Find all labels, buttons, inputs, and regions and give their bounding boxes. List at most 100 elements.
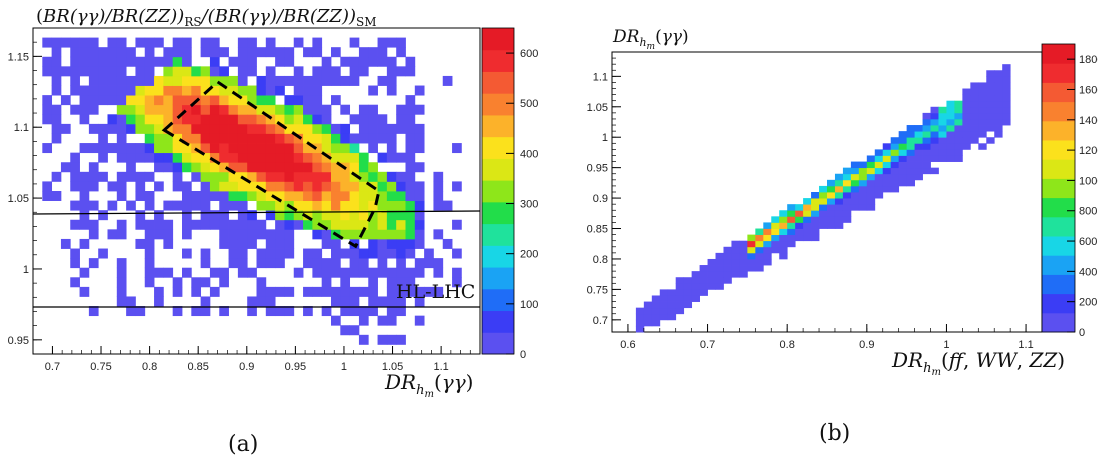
heatmap-cell bbox=[237, 85, 248, 96]
heatmap-cell bbox=[405, 56, 416, 67]
heatmap-cell bbox=[107, 229, 118, 240]
heatmap-cell bbox=[219, 191, 229, 201]
heatmap-cell bbox=[994, 82, 1003, 89]
heatmap-cell bbox=[922, 118, 931, 126]
heatmap-cell bbox=[172, 104, 183, 115]
heatmap-cell bbox=[144, 75, 155, 86]
heatmap-cell bbox=[182, 75, 192, 86]
heatmap-cell bbox=[247, 219, 257, 230]
heatmap-cell bbox=[154, 104, 164, 115]
heatmap-cell bbox=[779, 216, 788, 223]
heatmap-cell bbox=[200, 306, 211, 317]
heatmap-cell bbox=[723, 246, 732, 254]
heatmap-cell bbox=[946, 112, 955, 120]
heatmap-cell bbox=[42, 191, 53, 201]
heatmap-cell bbox=[358, 104, 369, 115]
heatmap-cell bbox=[284, 152, 295, 163]
heatmap-cell bbox=[237, 219, 248, 230]
heatmap-cell bbox=[293, 37, 304, 48]
heatmap-cell bbox=[163, 66, 174, 77]
heatmap-cell bbox=[659, 301, 669, 309]
heatmap-cell bbox=[368, 267, 378, 278]
colorbar-tick-label: 0 bbox=[520, 349, 526, 361]
y-tick-label: 0.8 bbox=[593, 254, 608, 266]
heatmap-cell bbox=[51, 85, 62, 96]
heatmap-cell bbox=[293, 162, 304, 173]
heatmap-cell bbox=[88, 171, 99, 182]
colorbar-tick-label: 800 bbox=[1079, 206, 1097, 218]
colorbar-frame bbox=[1041, 43, 1076, 333]
heatmap-cell bbox=[842, 198, 852, 205]
heatmap-cell bbox=[321, 238, 332, 249]
heatmap-cell bbox=[144, 267, 155, 278]
heatmap-cell bbox=[79, 191, 90, 201]
heatmap-cell bbox=[256, 171, 267, 182]
heatmap-cell bbox=[707, 265, 716, 272]
heatmap-cell bbox=[321, 306, 332, 317]
heatmap-cell bbox=[368, 114, 378, 125]
x-tick-label: 1 bbox=[341, 361, 347, 373]
colorbar-swatch bbox=[1042, 140, 1075, 160]
heatmap-cell bbox=[803, 228, 812, 236]
heatmap-cell bbox=[116, 56, 127, 67]
heatmap-cell bbox=[651, 295, 661, 302]
heatmap-cell bbox=[247, 238, 257, 249]
heatmap-cell bbox=[237, 75, 248, 86]
heatmap-cell bbox=[651, 319, 661, 327]
heatmap-cell bbox=[265, 200, 276, 211]
heatmap-cell bbox=[209, 37, 220, 48]
heatmap-cell bbox=[890, 149, 900, 156]
heatmap-cell bbox=[88, 56, 99, 67]
heatmap-cell bbox=[144, 104, 155, 115]
heatmap-cell bbox=[98, 66, 108, 77]
heatmap-cell bbox=[368, 162, 378, 173]
heatmap-cell bbox=[827, 192, 836, 199]
heatmap-cell bbox=[994, 76, 1003, 83]
heatmap-cell bbox=[906, 125, 915, 132]
heatmap-cell bbox=[209, 171, 220, 182]
heatmap-cell bbox=[321, 219, 332, 230]
colorbar-tick-label: 300 bbox=[520, 199, 538, 211]
heatmap-cell bbox=[200, 248, 211, 259]
heatmap-cell bbox=[163, 104, 174, 115]
heatmap-cell bbox=[265, 85, 276, 96]
heatmap-cell bbox=[699, 289, 708, 296]
colorbar-swatch bbox=[482, 267, 514, 290]
heatmap-cell bbox=[51, 104, 62, 115]
heatmap-cell bbox=[237, 66, 248, 77]
heatmap-cell bbox=[755, 228, 764, 236]
heatmap-cell bbox=[116, 104, 127, 115]
heatmap-cell bbox=[209, 152, 220, 163]
heatmap-cell bbox=[377, 334, 388, 345]
heatmap-cell bbox=[358, 229, 369, 240]
heatmap-cell bbox=[284, 47, 295, 58]
colorbar-swatch bbox=[482, 114, 514, 138]
colorbar-tick-label: 400 bbox=[1079, 266, 1097, 278]
heatmap-cell bbox=[135, 37, 146, 48]
heatmap-cell bbox=[284, 219, 295, 230]
heatmap-cell bbox=[739, 258, 748, 266]
heatmap-cell bbox=[938, 112, 947, 120]
heatmap-cell bbox=[265, 306, 276, 317]
heatmap-cell bbox=[265, 152, 276, 163]
heatmap-cell bbox=[747, 240, 756, 248]
heatmap-cell bbox=[834, 204, 844, 211]
heatmap-cell bbox=[312, 95, 323, 106]
colorbar-swatch bbox=[1042, 293, 1075, 314]
heatmap-cell bbox=[144, 123, 155, 134]
heatmap-cell bbox=[368, 171, 378, 182]
heatmap-cell bbox=[135, 181, 146, 192]
heatmap-cell bbox=[293, 123, 304, 134]
heatmap-cell bbox=[882, 143, 892, 150]
y-tick-label: 1.05 bbox=[587, 102, 608, 114]
heatmap-cell bbox=[349, 200, 360, 211]
heatmap-cell bbox=[228, 123, 239, 134]
heatmap-cell bbox=[293, 66, 304, 77]
y-tick-label: 0.7 bbox=[593, 315, 608, 327]
heatmap-cell bbox=[70, 47, 80, 58]
heatmap-cell bbox=[126, 296, 136, 307]
heatmap-cell bbox=[275, 286, 285, 297]
heatmap-cell bbox=[787, 210, 796, 217]
heatmap-cell bbox=[890, 143, 900, 150]
heatmap-cell bbox=[293, 181, 304, 192]
